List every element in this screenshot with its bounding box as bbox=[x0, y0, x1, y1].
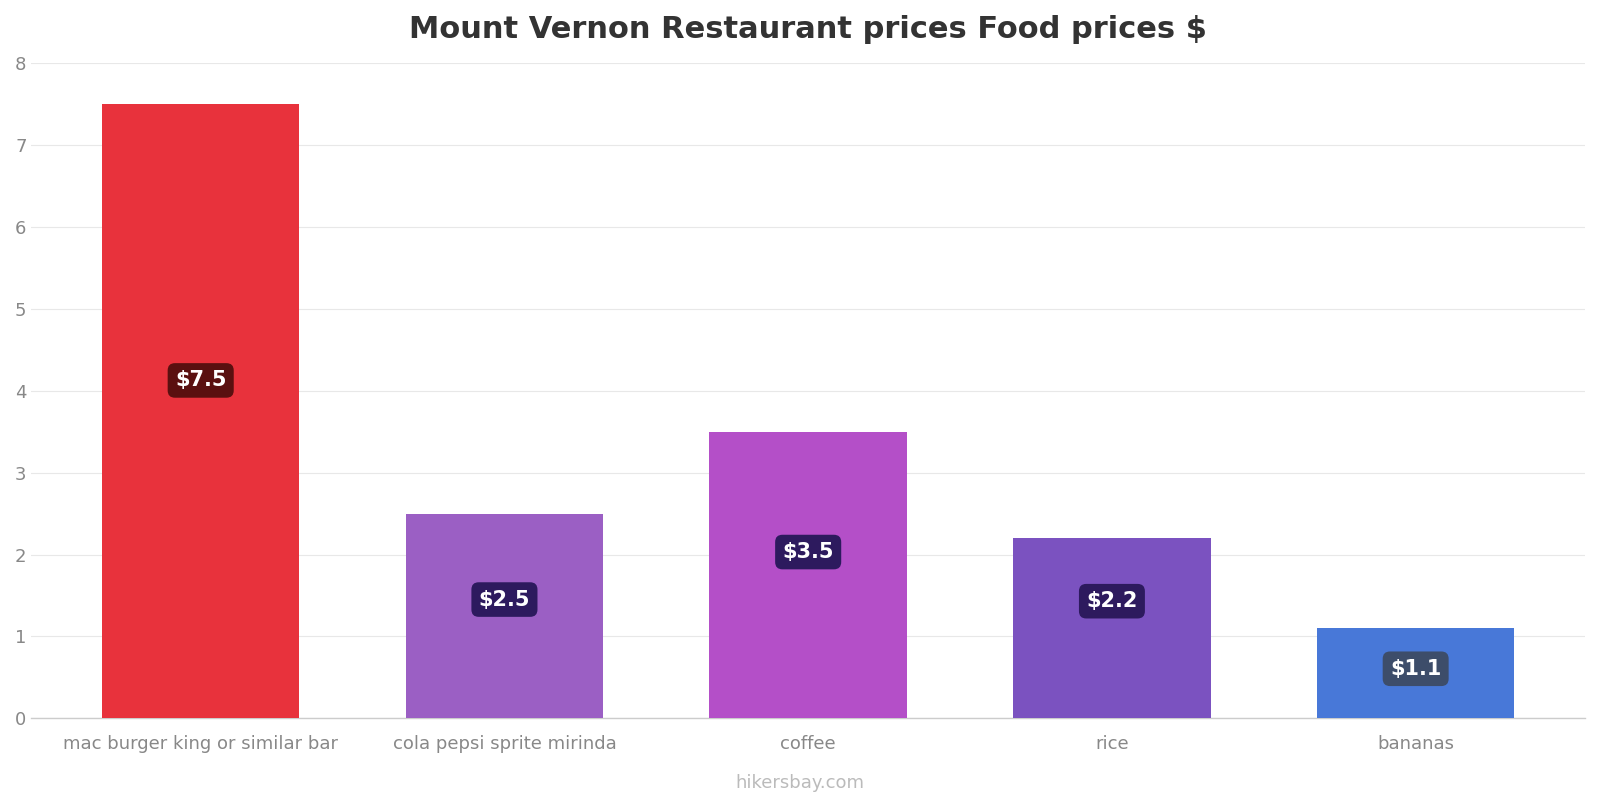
Text: hikersbay.com: hikersbay.com bbox=[736, 774, 864, 792]
Text: $3.5: $3.5 bbox=[782, 542, 834, 562]
Text: $7.5: $7.5 bbox=[174, 370, 227, 390]
Bar bbox=[406, 514, 603, 718]
Bar bbox=[102, 104, 299, 718]
Text: $1.1: $1.1 bbox=[1390, 658, 1442, 678]
Bar bbox=[1317, 628, 1514, 718]
Bar bbox=[709, 432, 907, 718]
Text: $2.2: $2.2 bbox=[1086, 591, 1138, 611]
Bar bbox=[1013, 538, 1211, 718]
Text: $2.5: $2.5 bbox=[478, 590, 530, 610]
Title: Mount Vernon Restaurant prices Food prices $: Mount Vernon Restaurant prices Food pric… bbox=[410, 15, 1206, 44]
